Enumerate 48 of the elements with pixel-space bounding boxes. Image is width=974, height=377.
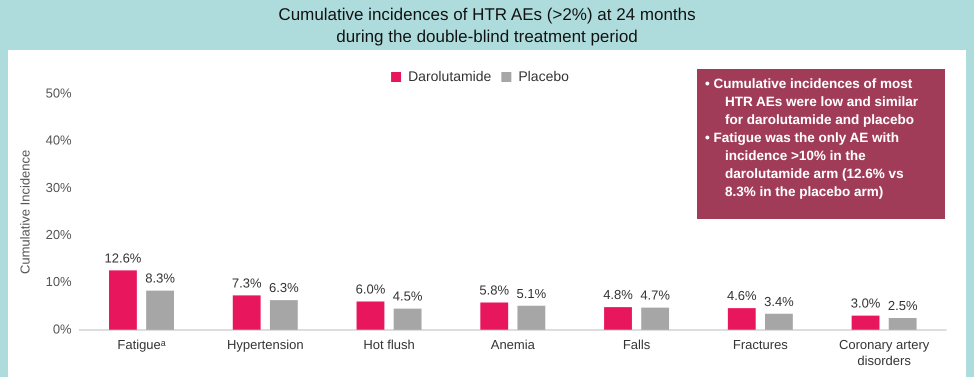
bar (232, 295, 261, 330)
data-label: 3.4% (764, 294, 794, 309)
bar (394, 308, 422, 330)
chart-title: Cumulative incidences of HTR AEs (>2%) at 24 months during the double-blind treatment period (277, 4, 697, 48)
bar (356, 302, 384, 330)
bar (146, 290, 174, 330)
bar (728, 308, 756, 330)
note-box: • Cumulative incidences of most HTR AEs were low and similar for darolutamide and placebo • Fatigue was the only AE with incidence >10% in the darolutamide arm (12.6% vs 8.3% in the placebo arm) (697, 69, 945, 219)
y-tick-label: 0% (52, 321, 72, 336)
bar (517, 306, 546, 330)
x-tick-label: Coronary artery disorders (838, 337, 930, 368)
annotation: • Cumulative incidences of most HTR AEs were low and similar for darolutamide and placebo (705, 75, 920, 129)
y-tick-label: 50% (46, 86, 72, 101)
bar (888, 318, 917, 330)
legend-label: Placebo (518, 68, 570, 84)
bar (604, 307, 632, 330)
bar (270, 300, 298, 330)
data-label: 12.6% (104, 250, 142, 266)
x-tick-label: Fractures (732, 337, 788, 352)
bar (852, 316, 880, 330)
data-label: 5.1% (516, 286, 547, 301)
data-label: 6.0% (356, 282, 386, 297)
data-label: 7.3% (232, 275, 262, 290)
data-label: 2.5% (888, 298, 918, 314)
bar (764, 314, 793, 330)
bar (109, 270, 137, 330)
legend-label: Darolutamide (408, 68, 492, 84)
y-tick-label: 40% (46, 132, 72, 148)
y-axis-title: Cumulative Incidence (17, 150, 32, 274)
x-tick-label: Hypertension (226, 337, 304, 352)
data-label: 4.7% (640, 288, 670, 303)
bar (641, 308, 670, 330)
data-label: 4.8% (603, 287, 634, 302)
annotation: • Fatigue was the only AE with incidence >10% in the darolutamide arm (12.6% vs 8.3% in the placebo arm) (705, 129, 905, 201)
data-label: 5.8% (479, 282, 510, 298)
data-label: 8.3% (145, 270, 176, 286)
data-label: 6.3% (269, 280, 300, 296)
y-tick-label: 30% (46, 180, 72, 195)
x-tick-label: Fatigueᵃ (117, 337, 166, 352)
x-tick-label: Falls (622, 337, 651, 352)
x-tick-label: Anemia (490, 337, 536, 352)
x-tick-label: Hot flush (363, 337, 415, 352)
data-label: 3.0% (850, 296, 881, 311)
data-label: 4.5% (392, 288, 423, 304)
y-tick-label: 10% (46, 274, 72, 290)
data-label: 4.6% (726, 288, 758, 304)
bar (480, 302, 508, 330)
y-tick-label: 20% (46, 227, 72, 242)
